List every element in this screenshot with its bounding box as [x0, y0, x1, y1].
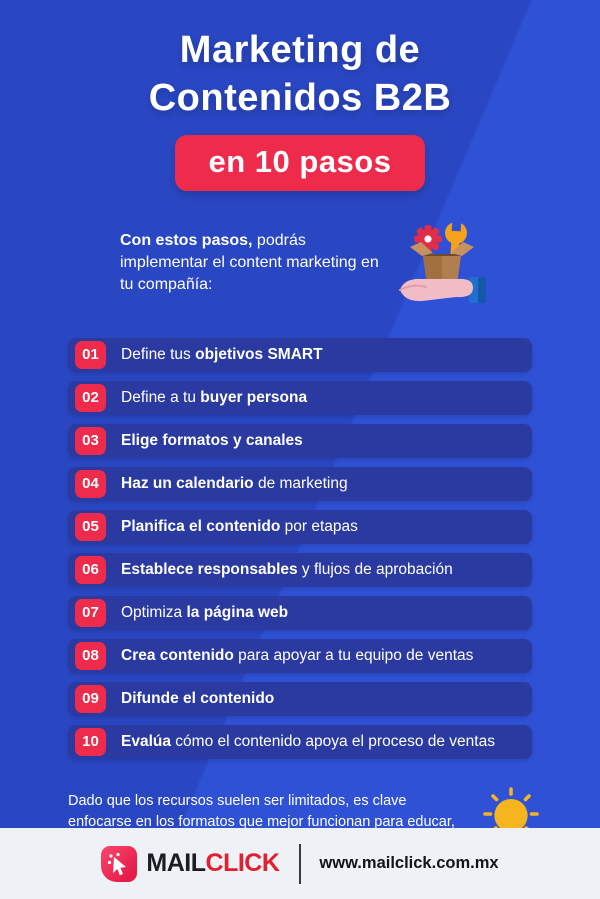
step-label: Crea contenido para apoyar a tu equipo d…	[121, 646, 474, 664]
step-number-badge: 02	[75, 383, 106, 412]
step-number-badge: 10	[75, 727, 106, 756]
step-number-badge: 01	[75, 340, 106, 369]
footer-divider	[299, 843, 302, 884]
page-title: Marketing de Contenidos B2B	[0, 26, 600, 123]
hand-box-tools-icon	[392, 217, 492, 310]
step-number-badge: 08	[75, 641, 106, 670]
title-line-2: Contenidos B2B	[148, 77, 452, 120]
intro-section: Con estos pasos, podrás implementar el c…	[120, 217, 492, 310]
header: Marketing de Contenidos B2B en 10 pasos	[0, 0, 600, 191]
step-number-badge: 06	[75, 555, 106, 584]
brand-click: CLICK	[205, 849, 280, 877]
step-item-09: 09 Difunde el contenido	[68, 681, 532, 716]
step-item-10: 10 Evalúa cómo el contenido apoya el pro…	[68, 724, 532, 759]
step-number-badge: 09	[75, 684, 106, 713]
step-label: Planifica el contenido por etapas	[121, 517, 358, 535]
step-label: Define a tu buyer persona	[121, 388, 308, 406]
steps-list: 01 Define tus objetivos SMART 02 Define …	[68, 337, 532, 759]
footer-bar: MAILCLICK www.mailclick.com.mx	[0, 828, 600, 899]
step-number-badge: 07	[75, 598, 106, 627]
step-label: Difunde el contenido	[121, 689, 275, 707]
step-item-01: 01 Define tus objetivos SMART	[68, 337, 532, 372]
step-label: Define tus objetivos SMART	[121, 345, 323, 363]
step-label: Haz un calendario de marketing	[121, 474, 348, 492]
step-item-08: 08 Crea contenido para apoyar a tu equip…	[68, 638, 532, 673]
step-item-03: 03 Elige formatos y canales	[68, 423, 532, 458]
steps-count-badge: en 10 pasos	[174, 134, 426, 191]
step-item-02: 02 Define a tu buyer persona	[68, 380, 532, 415]
step-label: Optimiza la página web	[121, 603, 289, 621]
step-item-05: 05 Planifica el contenido por etapas	[68, 509, 532, 544]
step-label: Evalúa cómo el contenido apoya el proces…	[121, 732, 495, 750]
intro-text: Con estos pasos, podrás implementar el c…	[120, 231, 379, 294]
title-line-1: Marketing de	[179, 29, 421, 71]
step-item-04: 04 Haz un calendario de marketing	[68, 466, 532, 501]
step-item-06: 06 Establece responsables y flujos de ap…	[68, 552, 532, 587]
step-number-badge: 04	[75, 469, 106, 498]
step-label: Establece responsables y flujos de aprob…	[121, 560, 453, 578]
step-number-badge: 05	[75, 512, 106, 541]
mailclick-logo-icon	[101, 845, 138, 882]
step-label: Elige formatos y canales	[121, 431, 303, 449]
step-number-badge: 03	[75, 426, 106, 455]
website-url: www.mailclick.com.mx	[319, 854, 499, 872]
brand-wordmark: MAILCLICK	[146, 849, 279, 878]
brand-mail: MAIL	[146, 849, 206, 877]
step-item-07: 07 Optimiza la página web	[68, 595, 532, 630]
